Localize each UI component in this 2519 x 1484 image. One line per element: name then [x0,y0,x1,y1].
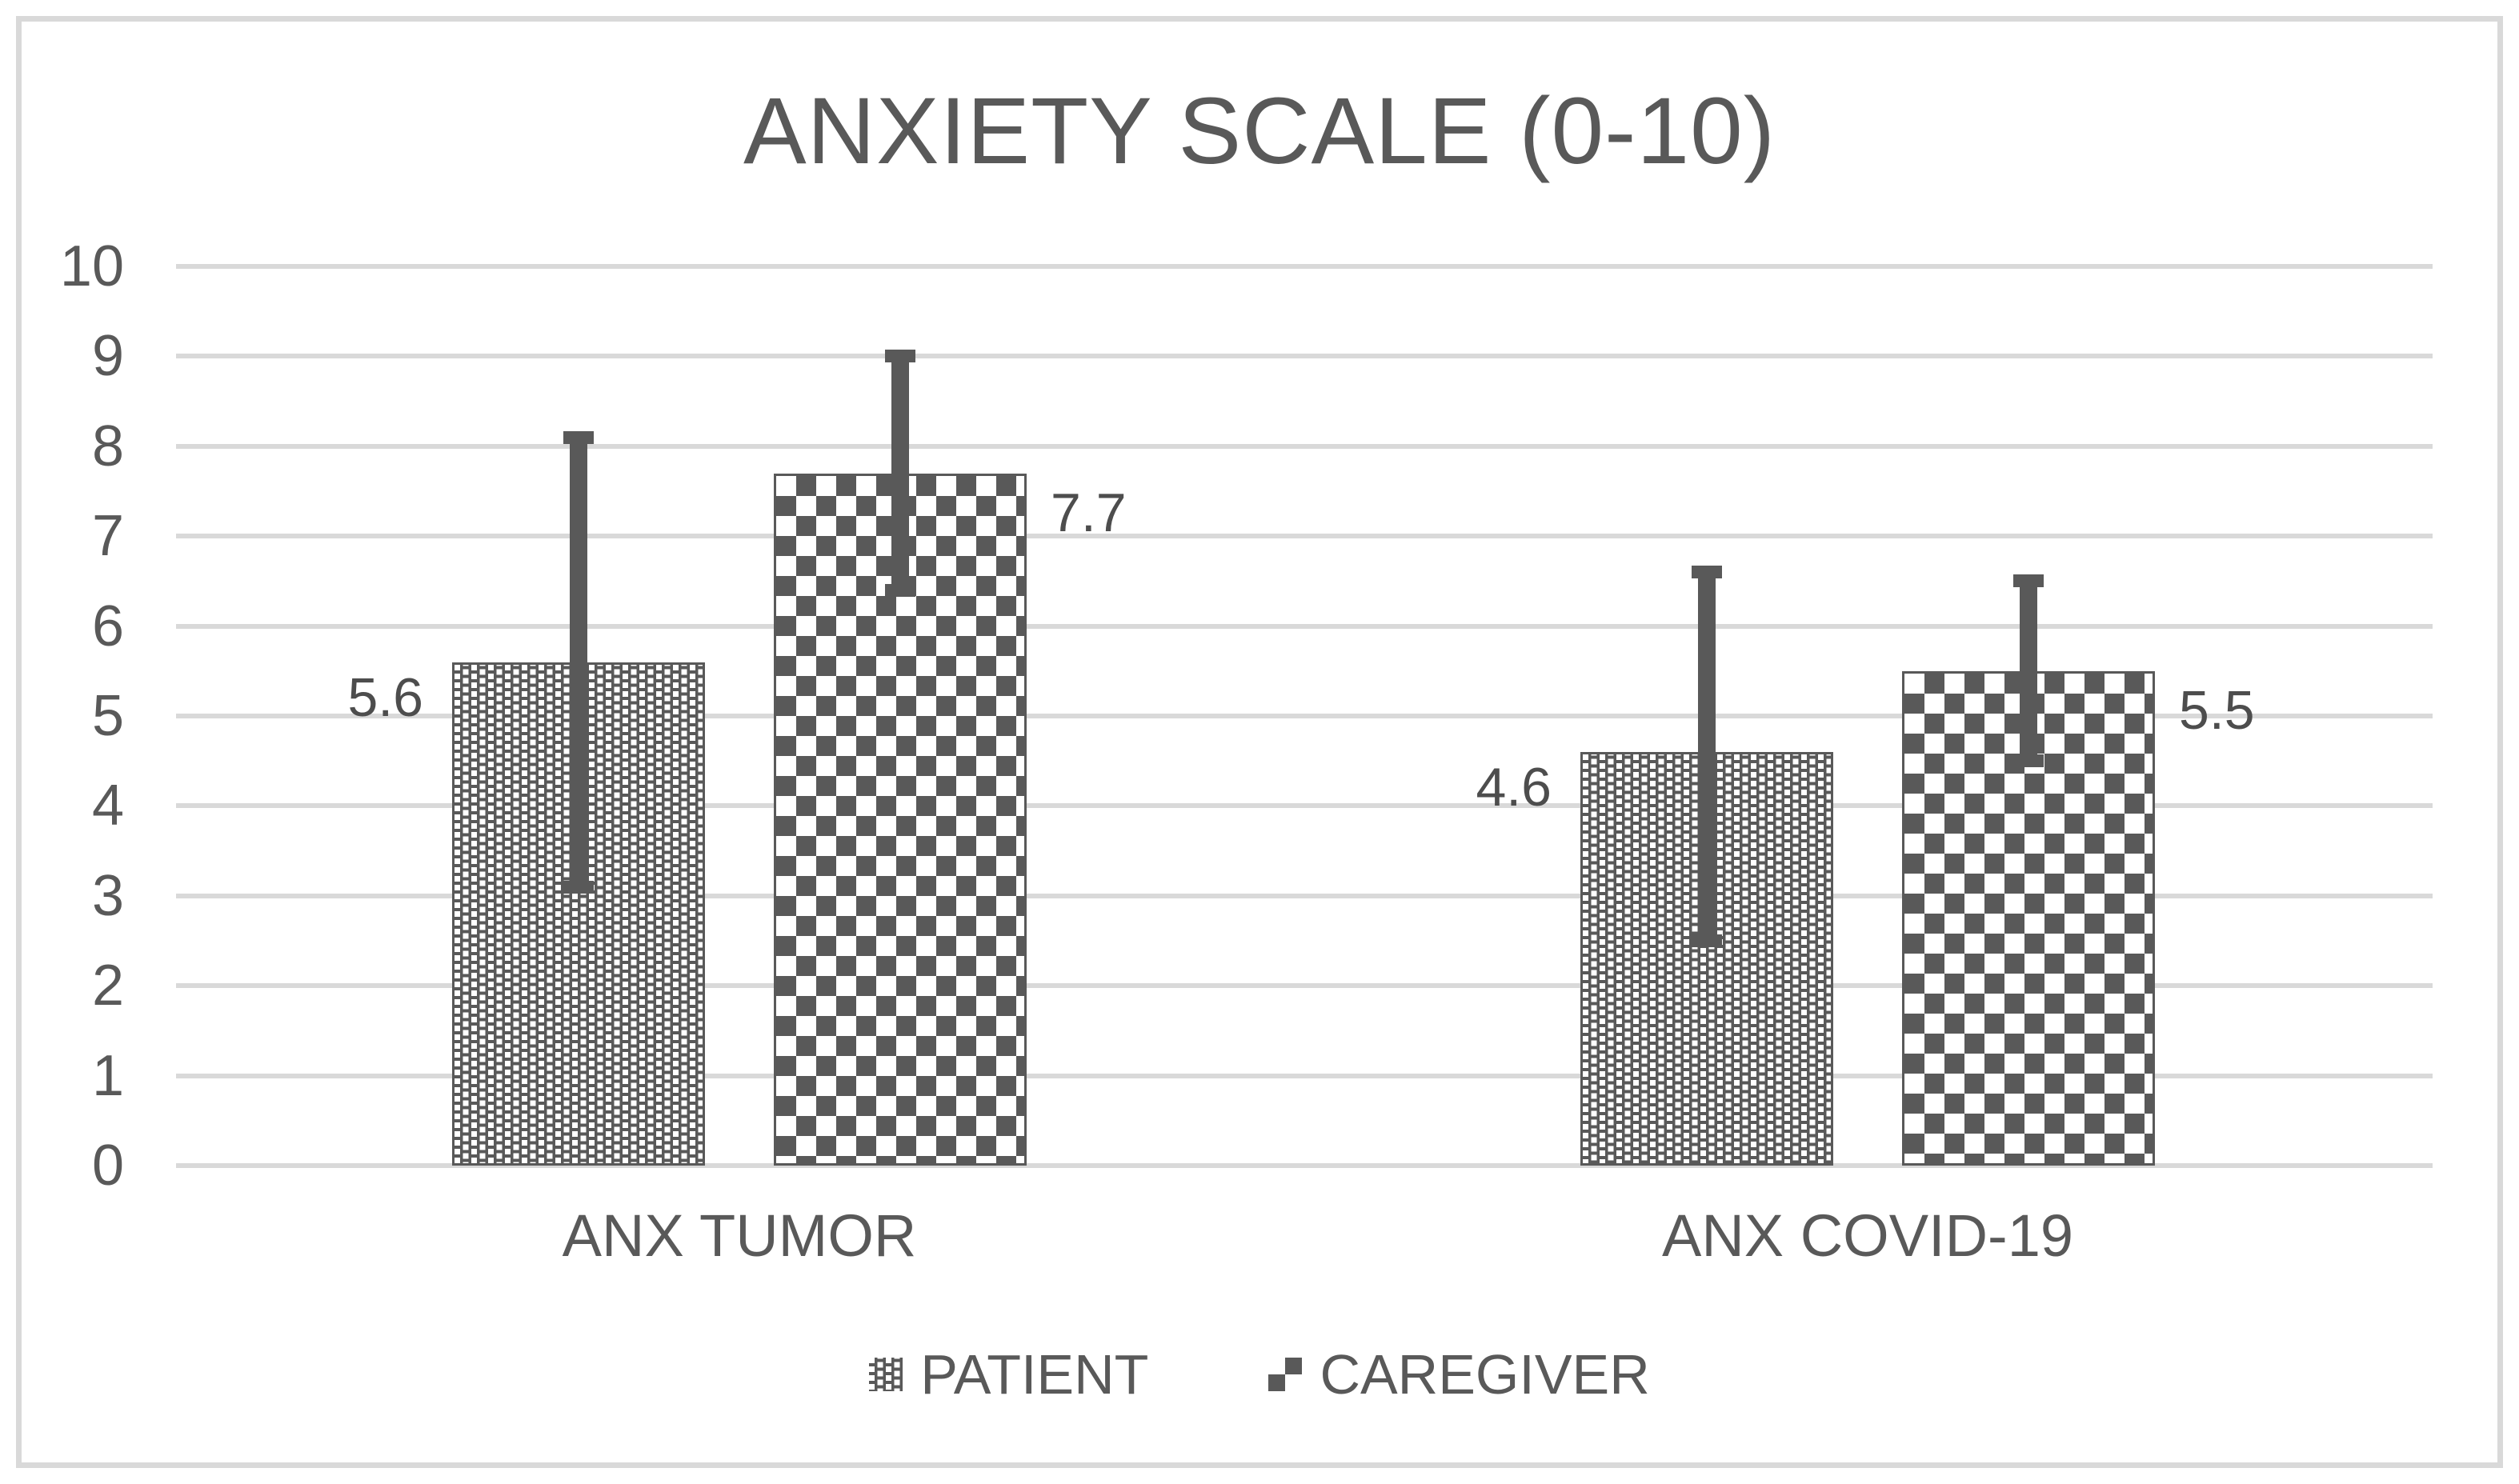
error-bar-cap-bottom [563,880,594,894]
y-axis-tick-3: 3 [91,863,124,928]
error-bar-caregiver-1 [2013,574,2044,768]
error-bar-cap-bottom [885,583,915,597]
y-axis-tick-8: 8 [91,414,124,478]
error-bar-cap-top [885,350,915,363]
error-bar-line [891,356,909,590]
y-axis-tick-5: 5 [91,684,124,748]
gridline-y4 [176,803,2433,809]
error-bar-cap-bottom [1692,934,1722,947]
y-axis-tick-7: 7 [91,504,124,569]
bar-caregiver-0 [774,473,1027,1166]
error-bar-cap-top [2013,574,2044,588]
error-bar-line [2020,581,2037,762]
gridline-y1 [176,1073,2433,1078]
chart-border [16,16,2503,1468]
gridline-y5 [176,714,2433,718]
y-axis-tick-9: 9 [91,324,124,389]
gridline-y8 [176,443,2433,449]
y-axis-tick-2: 2 [91,954,124,1018]
gridline-y10 [176,264,2433,269]
category-label-anx-tumor: ANX TUMOR [562,1202,917,1269]
error-bar-patient-0 [563,430,594,894]
y-axis-tick-10: 10 [59,234,124,298]
legend-swatch-caregiver-pattern-icon [1268,1358,1303,1391]
legend-item-patient: PATIENT [869,1346,1148,1402]
error-bar-cap-top [1692,566,1722,579]
data-label-caregiver-0: 7.7 [1051,482,1127,543]
chart-title: ANXIETY SCALE (0-10) [743,78,1776,184]
error-bar-patient-1 [1692,566,1722,947]
y-axis-tick-6: 6 [91,594,124,658]
gridline-y7 [176,534,2433,539]
data-label-patient-1: 4.6 [1476,756,1552,818]
category-label-anx-covid: ANX COVID-19 [1661,1202,2074,1269]
legend-swatch-patient-pattern-icon [869,1358,903,1391]
gridline-y2 [176,983,2433,989]
gridline-y3 [176,893,2433,898]
gridline-y0 [176,1163,2433,1168]
gridline-y9 [176,354,2433,359]
error-bar-line [1698,572,1716,941]
error-bar-line [570,437,587,887]
plot-area [176,264,2433,1168]
data-label-patient-0: 5.6 [347,666,423,728]
y-axis-tick-4: 4 [91,774,124,838]
legend-item-caregiver: CAREGIVER [1268,1343,1650,1406]
legend: PATIENT CAREGIVER [0,1342,2519,1406]
gridline-y6 [176,623,2433,629]
error-bar-cap-bottom [2013,754,2044,768]
legend-label-patient: PATIENT [920,1343,1149,1406]
y-axis-tick-1: 1 [91,1043,124,1108]
y-axis-tick-0: 0 [91,1134,124,1198]
error-bar-cap-top [563,430,594,444]
legend-label-caregiver: CAREGIVER [1320,1343,1650,1406]
data-label-caregiver-1: 5.5 [2179,679,2255,741]
error-bar-caregiver-0 [885,350,915,597]
